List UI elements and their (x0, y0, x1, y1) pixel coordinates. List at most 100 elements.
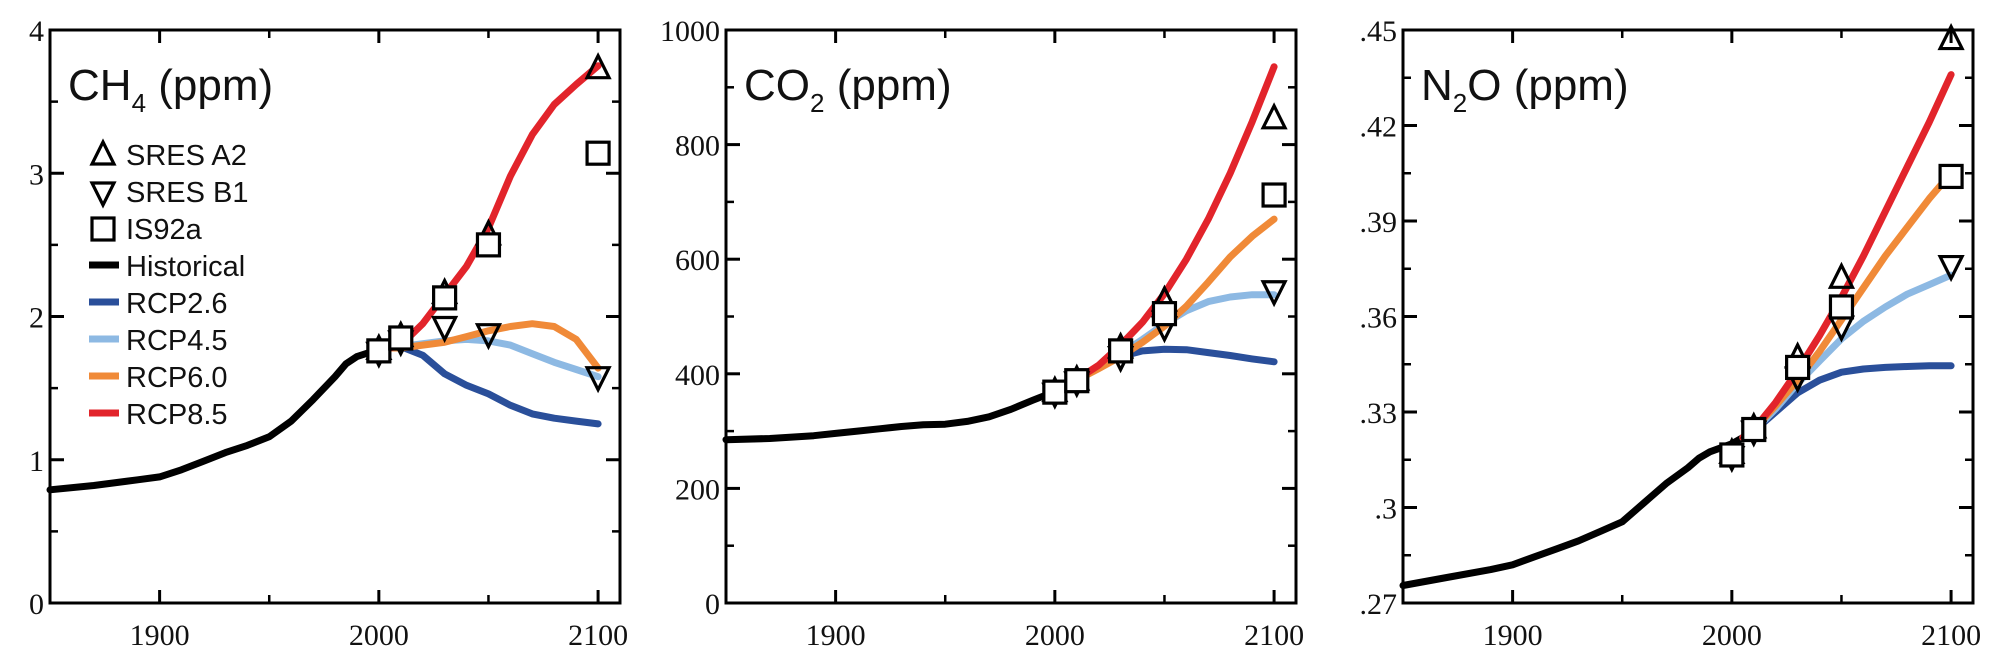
legend-label: SRES A2 (126, 140, 247, 172)
marker-set-sres-a2 (1718, 22, 1965, 464)
marker-set-sres-a2 (365, 52, 612, 361)
marker-is92a (1042, 379, 1068, 405)
x-tick-label: 2000 (1025, 619, 1085, 652)
marker-is92a (1151, 301, 1178, 327)
x-tick-label: 2000 (349, 619, 409, 652)
marker-sres-b1 (1937, 254, 1965, 283)
marker-is92a (1741, 416, 1767, 443)
legend-marker-triangle-down (89, 181, 117, 209)
marker-is92a (1828, 294, 1855, 320)
y-tick-label: .45 (1360, 15, 1398, 48)
chart-panel-3: 1900 2000 2100 .27 .3 .33 .36 .39 .42 .45 N2O (ppm… (1360, 15, 1982, 652)
panel-title: CO2 (ppm) (744, 61, 952, 118)
marker-is92a (432, 285, 458, 311)
legend-item-rcp8-5: RCP8.5 (89, 399, 228, 431)
y-tick-label: 0 (29, 588, 44, 621)
y-tick-label: .33 (1360, 397, 1398, 430)
legend-label: RCP8.5 (126, 399, 228, 431)
marker-is92a (1938, 163, 1964, 190)
legend-marker-square (90, 216, 116, 242)
panel-title: N2O (ppm) (1421, 61, 1629, 118)
series-line-rcp8-5 (386, 62, 602, 352)
legend: SRES A2 SRES B1 IS92a Historical RCP2.6 RCP4.… (89, 138, 249, 431)
y-tick-label: .27 (1360, 588, 1398, 621)
legend-marker-triangle-up (89, 138, 117, 166)
x-tick-label: 1900 (806, 619, 866, 652)
marker-sres-b1 (584, 366, 612, 394)
legend-label: IS92a (126, 214, 203, 246)
marker-is92a (1719, 442, 1745, 468)
series-line-rcp8-5 (1739, 71, 1955, 441)
series-line-rcp8-5 (1062, 63, 1278, 390)
legend-label: RCP2.6 (126, 288, 228, 320)
legend-label: SRES B1 (126, 177, 249, 209)
marker-sres-b1 (1260, 280, 1288, 308)
marker-set-is92a (1042, 182, 1287, 405)
y-tick-label: .42 (1360, 111, 1398, 144)
y-tick-label: .39 (1360, 206, 1398, 239)
marker-is92a (1785, 354, 1811, 381)
plot-frame (1401, 28, 1975, 605)
x-tick-label: 2100 (1244, 619, 1304, 652)
panel-title: CH4 (ppm) (68, 61, 273, 118)
x-tick-label: 2100 (1921, 619, 1981, 652)
legend-label: RCP6.0 (126, 362, 228, 394)
marker-sres-a2 (1827, 261, 1856, 289)
title-subscript: 4 (132, 88, 146, 118)
series-line-historical (1399, 434, 1747, 589)
title-unit: (ppm) (146, 61, 273, 110)
y-tick-label: 800 (675, 130, 720, 163)
y-tick-label: .36 (1360, 302, 1398, 335)
x-tick-label: 2100 (568, 619, 628, 652)
series-line-rcp6-0 (386, 320, 602, 372)
marker-is92a (1064, 368, 1090, 394)
y-tick-label: 4 (29, 15, 44, 48)
legend-item-sres-a2: SRES A2 (89, 138, 247, 172)
marker-is92a (388, 325, 414, 351)
marker-is92a (1108, 338, 1134, 364)
marker-set-is92a (1719, 163, 1964, 468)
legend-item-historical: Historical (89, 251, 245, 283)
title-main: CO (744, 61, 810, 110)
chart-panel-2: 1900 2000 2100 0 200 400 600 800 1000 CO2 (ppm) (660, 15, 1304, 652)
y-tick-label: 0 (705, 588, 720, 621)
title-subscript: 2 (1453, 88, 1467, 118)
marker-sres-b1 (474, 323, 503, 351)
legend-label: RCP4.5 (126, 325, 228, 357)
legend-item-rcp6-0: RCP6.0 (89, 362, 228, 394)
y-tick-label: 2 (29, 302, 44, 335)
marker-is92a (1261, 182, 1287, 208)
x-tick-label: 1900 (130, 619, 190, 652)
series-line-historical (722, 382, 1070, 444)
marker-sres-a2 (1937, 22, 1965, 51)
marker-sres-a2 (1260, 102, 1288, 130)
title-unit: (ppm) (824, 61, 951, 110)
title-subscript: 2 (810, 88, 824, 118)
marker-is92a (585, 140, 611, 166)
title-unit: O (ppm) (1467, 61, 1628, 110)
x-tick-label: 1900 (1483, 619, 1543, 652)
marker-is92a (366, 338, 392, 364)
series-line-rcp2-6 (386, 343, 602, 428)
legend-item-sres-b1: SRES B1 (89, 177, 249, 209)
marker-set-is92a (366, 140, 611, 364)
title-main: CH (68, 61, 132, 110)
y-tick-label: 400 (675, 359, 720, 392)
x-tick-label: 2000 (1702, 619, 1762, 652)
y-tick-label: 1 (29, 445, 44, 478)
y-tick-label: 3 (29, 158, 44, 191)
y-tick-label: .3 (1375, 493, 1398, 526)
legend-item-rcp2-6: RCP2.6 (89, 288, 228, 320)
marker-sres-b1 (431, 315, 459, 344)
marker-sres-a2 (584, 52, 612, 80)
legend-label: Historical (126, 251, 245, 283)
y-tick-label: 1000 (660, 15, 720, 48)
series-line-historical (46, 344, 394, 494)
legend-item-is92a: IS92a (90, 214, 203, 246)
title-main: N (1421, 61, 1453, 110)
y-tick-label: 200 (675, 473, 720, 506)
marker-is92a (475, 232, 502, 258)
y-tick-label: 600 (675, 244, 720, 277)
